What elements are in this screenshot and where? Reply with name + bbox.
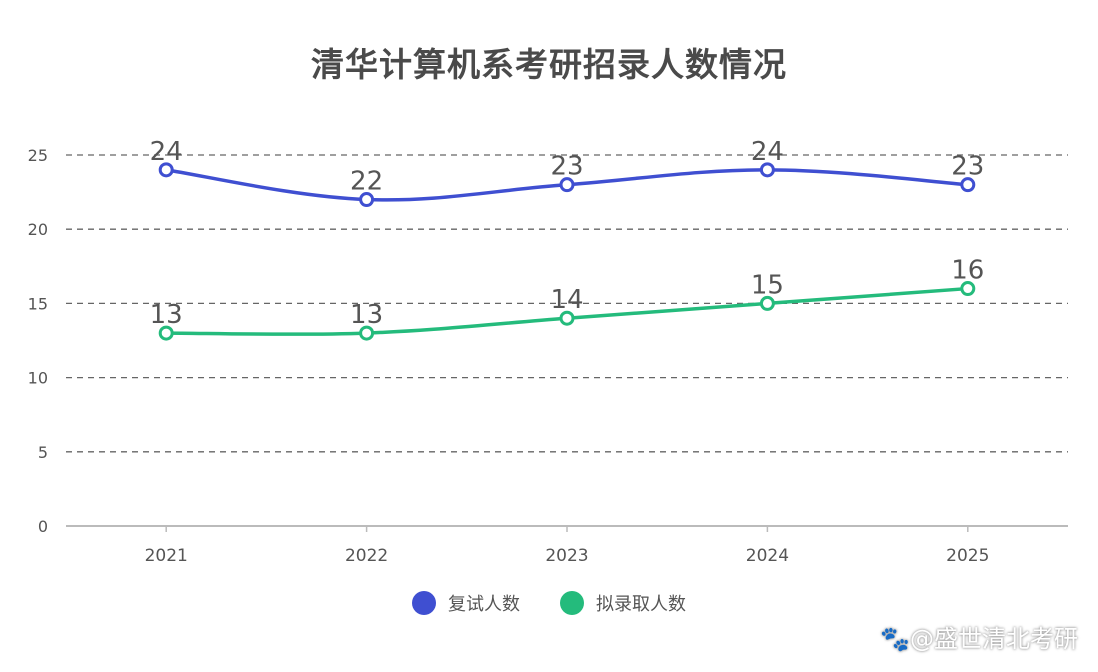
x-tick-label: 2025: [946, 546, 989, 566]
data-label: 14: [550, 285, 583, 315]
data-point: [960, 281, 976, 297]
data-label: 24: [751, 137, 784, 167]
data-point: [359, 325, 375, 341]
data-label: 23: [951, 152, 984, 182]
data-label: 24: [150, 137, 183, 167]
y-tick-label: 20: [28, 220, 48, 239]
legend-item-admitted[interactable]: 拟录取人数: [560, 590, 686, 616]
data-point: [559, 177, 575, 193]
data-label: 15: [751, 270, 784, 300]
y-tick-label: 25: [28, 146, 48, 165]
x-tick-label: 2021: [145, 546, 188, 566]
legend-label-admitted: 拟录取人数: [596, 594, 686, 615]
data-point: [960, 177, 976, 193]
legend: 复试人数 拟录取人数: [0, 590, 1098, 616]
chart-title: 清华计算机系考研招录人数情况: [311, 45, 787, 84]
data-point: [559, 310, 575, 326]
data-label: 22: [350, 167, 383, 197]
data-label: 13: [350, 300, 383, 330]
legend-swatch-retest: [412, 591, 436, 615]
x-tick-label: 2023: [545, 546, 588, 566]
y-tick-label: 15: [28, 294, 48, 313]
data-point: [759, 295, 775, 311]
watermark: 🐾@盛世清北考研: [880, 625, 1078, 653]
data-label: 23: [550, 152, 583, 182]
data-point: [359, 192, 375, 208]
data-point: [759, 162, 775, 178]
data-point: [158, 325, 174, 341]
legend-item-retest[interactable]: 复试人数: [412, 590, 520, 616]
legend-label-retest: 复试人数: [448, 594, 520, 615]
legend-swatch-admitted: [560, 591, 584, 615]
x-tick-label: 2024: [746, 546, 789, 566]
y-tick-label: 5: [38, 443, 48, 462]
data-point: [158, 162, 174, 178]
y-tick-label: 10: [28, 369, 48, 388]
y-tick-label: 0: [38, 517, 48, 536]
data-label: 16: [951, 256, 984, 286]
data-label: 13: [150, 300, 183, 330]
x-tick-label: 2022: [345, 546, 388, 566]
